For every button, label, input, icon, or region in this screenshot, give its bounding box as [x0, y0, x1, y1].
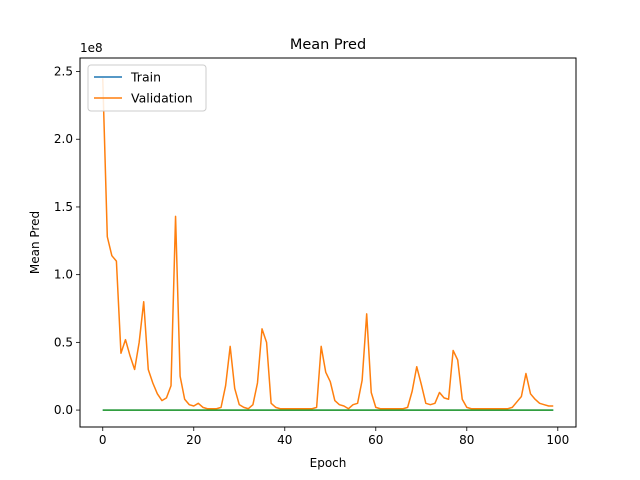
y-tick-label: 2.0: [54, 132, 73, 146]
legend: Train Validation: [87, 64, 207, 112]
x-axis-label: Epoch: [310, 456, 347, 470]
y-axis-scale-label: 1e8: [80, 41, 103, 55]
y-tick-label: 0.5: [54, 335, 73, 349]
x-tick-label: 80: [459, 433, 474, 447]
chart-title: Mean Pred: [290, 37, 366, 53]
x-tick-label: 0: [99, 433, 107, 447]
y-axis: 0.0 0.5 1.0 1.5 2.0 2.5: [54, 65, 80, 417]
y-tick-label: 1.0: [54, 268, 73, 282]
x-tick-label: 20: [186, 433, 201, 447]
y-tick-label: 1.5: [54, 200, 73, 214]
plot-series: [102, 78, 554, 411]
legend-label-validation: Validation: [131, 91, 193, 106]
series-line-validation: [102, 78, 554, 410]
x-tick-label: 60: [368, 433, 383, 447]
x-tick-label: 40: [277, 433, 292, 447]
x-axis: 0 20 40 60 80 100: [99, 427, 569, 447]
legend-label-train: Train: [130, 70, 161, 85]
y-tick-label: 2.5: [54, 65, 73, 79]
x-tick-label: 100: [546, 433, 569, 447]
y-axis-label: Mean Pred: [28, 211, 42, 274]
axes-frame: [79, 57, 577, 428]
y-tick-label: 0.0: [54, 403, 73, 417]
